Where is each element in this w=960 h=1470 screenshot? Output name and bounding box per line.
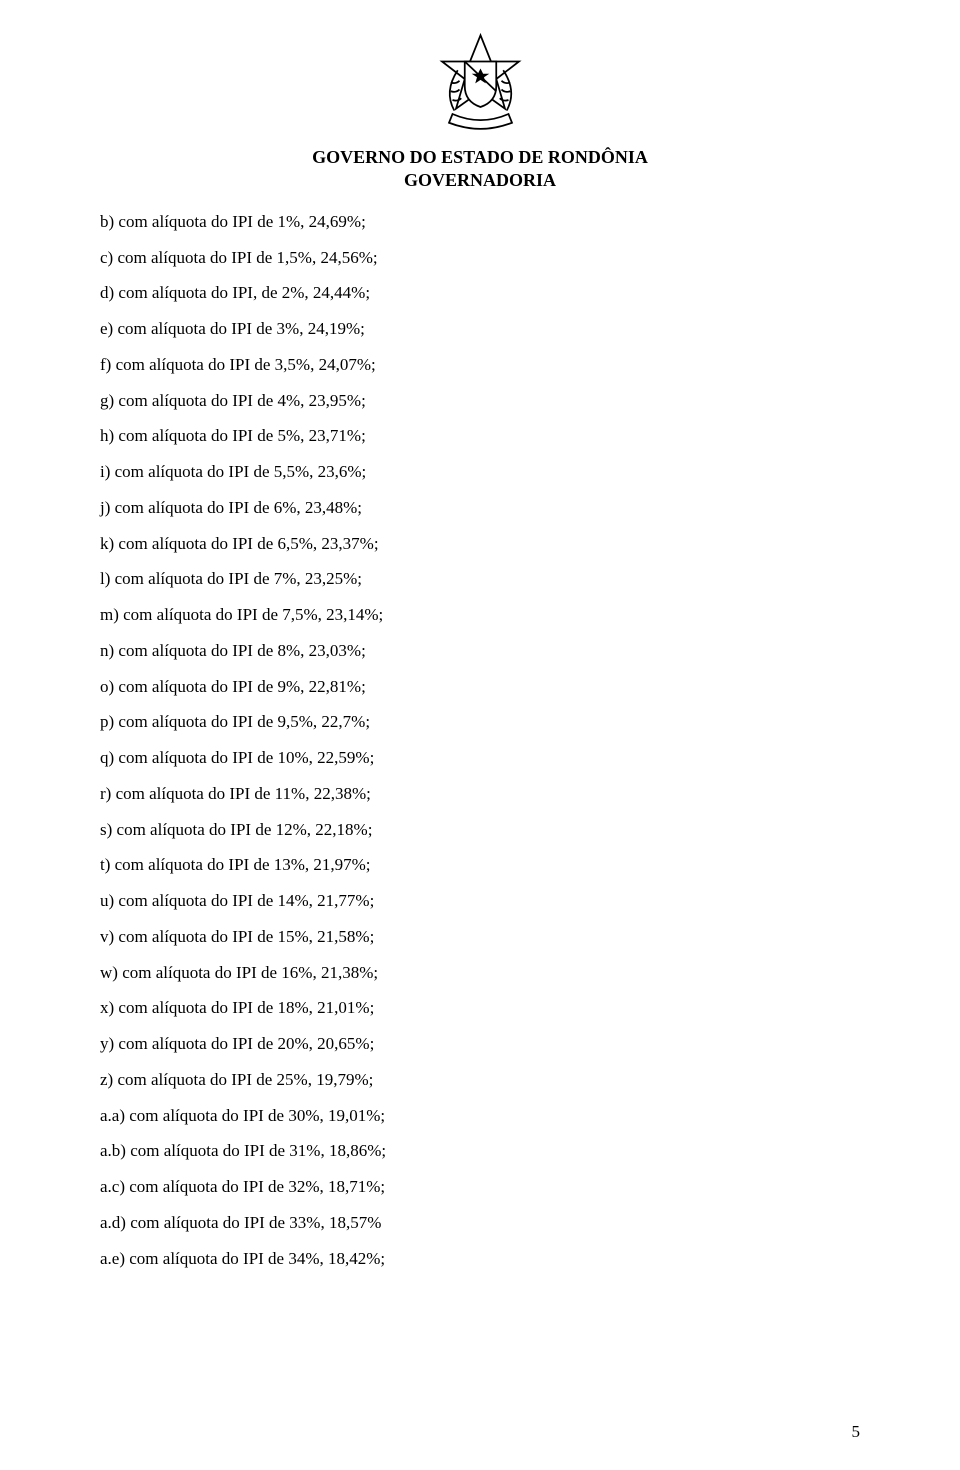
list-item: y) com alíquota do IPI de 20%, 20,65%; [100,1033,860,1054]
list-item: b) com alíquota do IPI de 1%, 24,69%; [100,211,860,232]
list-item: p) com alíquota do IPI de 9,5%, 22,7%; [100,711,860,732]
list-item: c) com alíquota do IPI de 1,5%, 24,56%; [100,247,860,268]
header-line-2: GOVERNADORIA [404,170,556,190]
list-item: m) com alíquota do IPI de 7,5%, 23,14%; [100,604,860,625]
list-item: n) com alíquota do IPI de 8%, 23,03%; [100,640,860,661]
list-item: w) com alíquota do IPI de 16%, 21,38%; [100,962,860,983]
list-item: r) com alíquota do IPI de 11%, 22,38%; [100,783,860,804]
list-item: d) com alíquota do IPI, de 2%, 24,44%; [100,282,860,303]
list-item: h) com alíquota do IPI de 5%, 23,71%; [100,425,860,446]
header-title: GOVERNO DO ESTADO DE RONDÔNIA GOVERNADOR… [100,146,860,193]
list-item: a.e) com alíquota do IPI de 34%, 18,42%; [100,1248,860,1269]
list-body: b) com alíquota do IPI de 1%, 24,69%; c)… [100,211,860,1269]
list-item: s) com alíquota do IPI de 12%, 22,18%; [100,819,860,840]
document-page: GOVERNO DO ESTADO DE RONDÔNIA GOVERNADOR… [0,0,960,1470]
page-number: 5 [852,1422,861,1442]
list-item: a.d) com alíquota do IPI de 33%, 18,57% [100,1212,860,1233]
state-crest [100,30,860,140]
list-item: x) com alíquota do IPI de 18%, 21,01%; [100,997,860,1018]
list-item: a.c) com alíquota do IPI de 32%, 18,71%; [100,1176,860,1197]
list-item: g) com alíquota do IPI de 4%, 23,95%; [100,390,860,411]
list-item: o) com alíquota do IPI de 9%, 22,81%; [100,676,860,697]
list-item: l) com alíquota do IPI de 7%, 23,25%; [100,568,860,589]
list-item: a.a) com alíquota do IPI de 30%, 19,01%; [100,1105,860,1126]
list-item: v) com alíquota do IPI de 15%, 21,58%; [100,926,860,947]
list-item: e) com alíquota do IPI de 3%, 24,19%; [100,318,860,339]
list-item: q) com alíquota do IPI de 10%, 22,59%; [100,747,860,768]
list-item: i) com alíquota do IPI de 5,5%, 23,6%; [100,461,860,482]
list-item: t) com alíquota do IPI de 13%, 21,97%; [100,854,860,875]
list-item: k) com alíquota do IPI de 6,5%, 23,37%; [100,533,860,554]
list-item: u) com alíquota do IPI de 14%, 21,77%; [100,890,860,911]
list-item: z) com alíquota do IPI de 25%, 19,79%; [100,1069,860,1090]
list-item: a.b) com alíquota do IPI de 31%, 18,86%; [100,1140,860,1161]
list-item: f) com alíquota do IPI de 3,5%, 24,07%; [100,354,860,375]
list-item: j) com alíquota do IPI de 6%, 23,48%; [100,497,860,518]
header-line-1: GOVERNO DO ESTADO DE RONDÔNIA [312,147,648,167]
crest-icon [428,30,533,135]
